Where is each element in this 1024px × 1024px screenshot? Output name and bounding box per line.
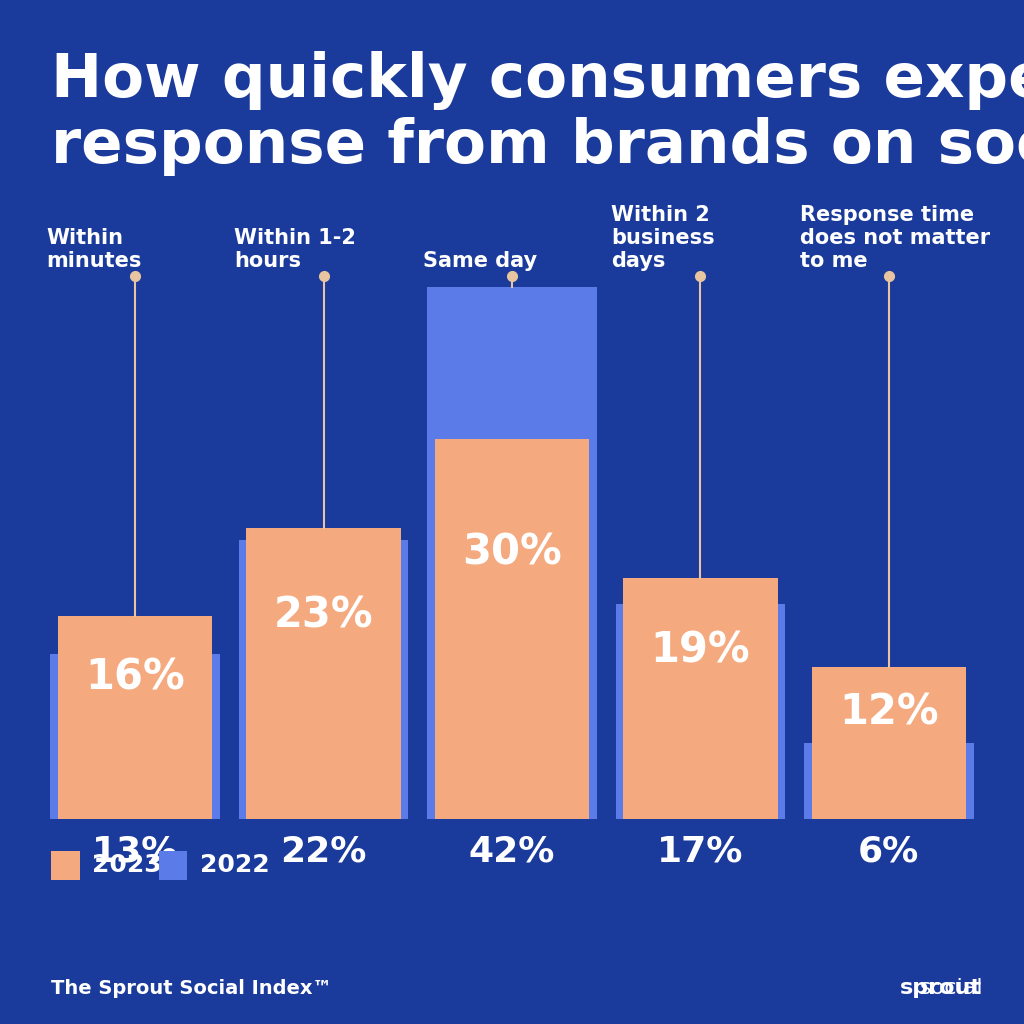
Bar: [615, 604, 785, 819]
Text: Within 2
business
days: Within 2 business days: [611, 205, 715, 271]
Text: 30%: 30%: [462, 531, 562, 574]
Text: 42%: 42%: [469, 835, 555, 868]
Text: Within 1-2
hours: Within 1-2 hours: [234, 228, 356, 271]
Bar: [58, 616, 212, 819]
Text: social: social: [920, 978, 983, 998]
Bar: [427, 287, 597, 819]
Text: 19%: 19%: [650, 630, 751, 672]
Text: 2023: 2023: [92, 853, 162, 878]
Bar: [247, 527, 400, 819]
Text: 2022: 2022: [200, 853, 269, 878]
Text: sprout: sprout: [900, 978, 982, 998]
Bar: [50, 654, 220, 819]
Text: 17%: 17%: [657, 835, 743, 868]
Bar: [239, 541, 409, 819]
Bar: [435, 439, 589, 819]
Bar: [51, 851, 80, 880]
Text: 6%: 6%: [858, 835, 920, 868]
Text: Same day: Same day: [423, 251, 537, 271]
Text: Response time
does not matter
to me: Response time does not matter to me: [800, 205, 990, 271]
Bar: [812, 667, 966, 819]
Bar: [159, 851, 187, 880]
Text: 16%: 16%: [85, 656, 185, 698]
Text: 22%: 22%: [281, 835, 367, 868]
Text: How quickly consumers expect a
response from brands on social: How quickly consumers expect a response …: [51, 51, 1024, 176]
Text: 23%: 23%: [273, 594, 374, 636]
Text: Within
minutes: Within minutes: [46, 228, 141, 271]
Text: 13%: 13%: [92, 835, 178, 868]
Text: 12%: 12%: [839, 691, 939, 734]
Bar: [804, 743, 974, 819]
Bar: [624, 579, 777, 819]
Text: The Sprout Social Index™: The Sprout Social Index™: [51, 979, 332, 997]
